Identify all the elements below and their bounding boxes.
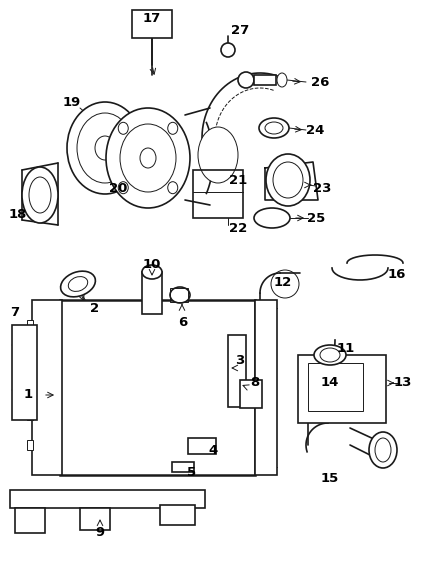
Text: 13: 13 <box>394 376 412 389</box>
Ellipse shape <box>273 162 303 198</box>
Text: 7: 7 <box>11 306 19 319</box>
Bar <box>27 410 33 420</box>
Bar <box>193 170 243 218</box>
Ellipse shape <box>314 345 346 365</box>
Bar <box>142 272 162 314</box>
Ellipse shape <box>265 122 283 134</box>
Ellipse shape <box>168 122 178 134</box>
Text: 5: 5 <box>187 466 197 479</box>
Text: 25: 25 <box>307 211 325 224</box>
Bar <box>172 462 194 472</box>
Text: 4: 4 <box>209 444 217 457</box>
Text: 18: 18 <box>9 208 27 221</box>
Bar <box>80 508 110 530</box>
Bar <box>160 505 195 525</box>
Ellipse shape <box>375 438 391 462</box>
Bar <box>298 355 386 423</box>
Ellipse shape <box>60 271 96 297</box>
Bar <box>27 320 33 330</box>
Text: 19: 19 <box>63 95 81 108</box>
Text: 11: 11 <box>337 341 355 354</box>
Text: 1: 1 <box>23 389 33 402</box>
Ellipse shape <box>369 432 397 468</box>
Bar <box>27 350 33 360</box>
Text: 6: 6 <box>179 315 188 328</box>
Ellipse shape <box>22 167 58 223</box>
Text: 9: 9 <box>96 527 104 540</box>
Text: 10: 10 <box>143 259 161 272</box>
Ellipse shape <box>68 277 88 292</box>
Ellipse shape <box>320 348 340 362</box>
Text: 27: 27 <box>231 24 249 37</box>
Text: 21: 21 <box>229 173 247 186</box>
Bar <box>308 363 363 411</box>
Ellipse shape <box>77 113 133 183</box>
Bar <box>254 75 276 85</box>
Ellipse shape <box>198 127 238 183</box>
Bar <box>15 508 45 533</box>
Bar <box>27 440 33 450</box>
Bar <box>188 438 216 454</box>
Bar <box>60 300 255 475</box>
Text: 17: 17 <box>143 11 161 24</box>
Text: 22: 22 <box>229 221 247 234</box>
Ellipse shape <box>118 122 128 134</box>
Ellipse shape <box>266 154 310 206</box>
Ellipse shape <box>254 208 290 228</box>
Bar <box>27 380 33 390</box>
Text: 2: 2 <box>91 302 99 315</box>
Ellipse shape <box>29 177 51 213</box>
Ellipse shape <box>238 72 254 88</box>
Ellipse shape <box>142 265 162 279</box>
Bar <box>255 300 277 475</box>
Bar <box>228 335 246 407</box>
Text: 20: 20 <box>109 181 127 194</box>
Text: 16: 16 <box>388 268 406 281</box>
Text: 24: 24 <box>306 124 324 137</box>
Ellipse shape <box>170 287 190 303</box>
Ellipse shape <box>221 43 235 57</box>
Text: 26: 26 <box>311 76 329 89</box>
Ellipse shape <box>106 108 190 208</box>
Text: 3: 3 <box>235 354 244 367</box>
Bar <box>240 380 262 408</box>
Ellipse shape <box>118 182 128 194</box>
Text: 14: 14 <box>321 376 339 389</box>
Text: 8: 8 <box>250 376 260 389</box>
Ellipse shape <box>168 182 178 194</box>
Bar <box>12 325 37 420</box>
Bar <box>170 288 188 302</box>
Ellipse shape <box>95 136 115 160</box>
Bar <box>32 300 62 475</box>
Text: 15: 15 <box>321 472 339 485</box>
Ellipse shape <box>277 73 287 87</box>
Bar <box>10 490 205 508</box>
Bar <box>132 10 172 38</box>
Ellipse shape <box>67 102 143 194</box>
Ellipse shape <box>120 124 176 192</box>
Text: 12: 12 <box>274 276 292 289</box>
Text: 23: 23 <box>313 181 331 194</box>
Ellipse shape <box>140 148 156 168</box>
Ellipse shape <box>259 118 289 138</box>
